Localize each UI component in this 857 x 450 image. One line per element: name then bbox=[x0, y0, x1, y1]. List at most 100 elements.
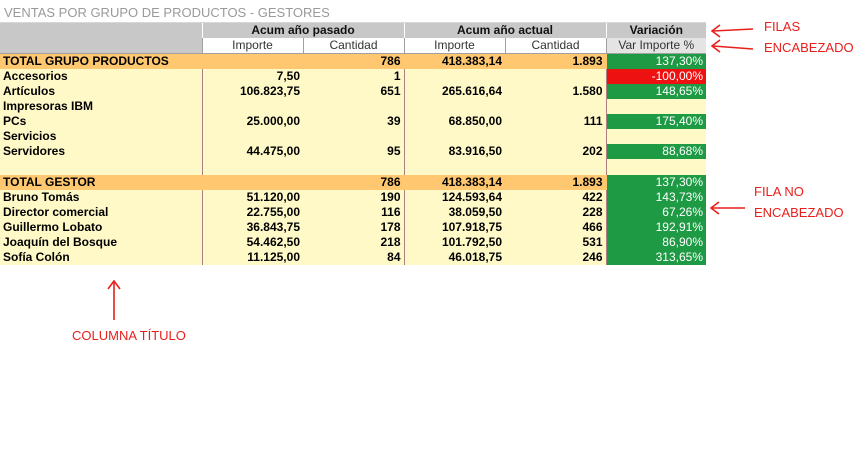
prev-cantidad-cell: 39 bbox=[303, 114, 405, 129]
var-importe-cell bbox=[606, 129, 706, 144]
prev-cantidad-cell: 651 bbox=[303, 84, 405, 99]
row-label: TOTAL GESTOR bbox=[0, 175, 203, 190]
cur-importe-cell bbox=[404, 99, 505, 114]
var-importe-cell: 143,73% bbox=[606, 190, 706, 205]
table-row: Servidores 44.475,00 95 83.916,50 202 88,68% bbox=[0, 144, 706, 159]
annotation-filas-encabezado: FILAS ENCABEZADO bbox=[764, 17, 854, 57]
var-importe-cell bbox=[606, 99, 706, 114]
prev-cantidad-cell: 178 bbox=[303, 220, 405, 235]
annotation-filas-line2: ENCABEZADO bbox=[764, 40, 854, 55]
row-label: Sofía Colón bbox=[0, 250, 203, 265]
cur-cantidad-cell: 202 bbox=[505, 144, 607, 159]
prev-importe-cell: 106.823,75 bbox=[202, 84, 303, 99]
cur-cantidad-cell: 228 bbox=[505, 205, 607, 220]
prev-cantidad-cell: 786 bbox=[303, 53, 405, 69]
row-label: Joaquín del Bosque bbox=[0, 235, 203, 250]
annotation-columna-titulo: COLUMNA TÍTULO bbox=[72, 328, 186, 343]
var-importe-cell: 67,26% bbox=[606, 205, 706, 220]
cur-importe-cell: 46.018,75 bbox=[404, 250, 505, 265]
row-label: Impresoras IBM bbox=[0, 99, 203, 114]
prev-importe-cell: 36.843,75 bbox=[202, 220, 303, 235]
row-label: Bruno Tomás bbox=[0, 190, 203, 205]
row-label: Guillermo Lobato bbox=[0, 220, 203, 235]
prev-importe-cell: 7,50 bbox=[202, 69, 303, 84]
var-importe-cell: 86,90% bbox=[606, 235, 706, 250]
table-row: Accesorios 7,50 1 -100,00% bbox=[0, 69, 706, 84]
arrow-left-icon bbox=[709, 201, 745, 215]
prev-importe-cell: 54.462,50 bbox=[202, 235, 303, 250]
prev-cantidad-cell: 1 bbox=[303, 69, 405, 84]
header-prev-cantidad: Cantidad bbox=[302, 38, 404, 54]
products-section: TOTAL GRUPO PRODUCTOS 786 418.383,14 1.893 1… bbox=[0, 53, 706, 159]
var-importe-cell: 175,40% bbox=[606, 114, 706, 129]
var-importe-cell: 137,30% bbox=[606, 53, 706, 69]
prev-importe-cell: 51.120,00 bbox=[202, 190, 303, 205]
header-row-groups: Acum año pasado Acum año actual Variació… bbox=[0, 23, 706, 38]
gestores-section: TOTAL GESTOR 786 418.383,14 1.893 137,30% Bru… bbox=[0, 175, 706, 265]
header-variation: Variación bbox=[605, 23, 706, 38]
cur-cantidad-cell: 422 bbox=[505, 190, 607, 205]
var-importe-cell: 192,91% bbox=[606, 220, 706, 235]
annotation-filas-line1: FILAS bbox=[764, 19, 801, 34]
annotation-fila-no-line1: FILA NO bbox=[754, 184, 804, 199]
cur-cantidad-cell: 531 bbox=[505, 235, 607, 250]
cur-importe-cell: 265.616,64 bbox=[404, 84, 505, 99]
products-total-row: TOTAL GRUPO PRODUCTOS 786 418.383,14 1.893 1… bbox=[0, 53, 706, 69]
table-row: Guillermo Lobato 36.843,75 178 107.918,75 46… bbox=[0, 220, 706, 235]
header-corner-cell-2 bbox=[0, 38, 202, 54]
prev-cantidad-cell: 190 bbox=[303, 190, 405, 205]
annotation-fila-no-line2: ENCABEZADO bbox=[754, 205, 844, 220]
table-row: Impresoras IBM bbox=[0, 99, 706, 114]
cur-importe-cell: 107.918,75 bbox=[404, 220, 505, 235]
cur-cantidad-cell: 111 bbox=[505, 114, 607, 129]
prev-importe-cell bbox=[202, 175, 303, 190]
cur-cantidad-cell bbox=[505, 99, 607, 114]
table-row: Servicios bbox=[0, 129, 706, 144]
var-importe-cell: 148,65% bbox=[606, 84, 706, 99]
table-row: Artículos 106.823,75 651 265.616,64 1.580 148… bbox=[0, 84, 706, 99]
row-label: Accesorios bbox=[0, 69, 203, 84]
row-label: PCs bbox=[0, 114, 203, 129]
row-label: Servicios bbox=[0, 129, 203, 144]
prev-cantidad-cell: 218 bbox=[303, 235, 405, 250]
header-prev-year: Acum año pasado bbox=[201, 23, 404, 38]
row-label: Servidores bbox=[0, 144, 203, 159]
header-cur-year: Acum año actual bbox=[403, 23, 606, 38]
table-row: PCs 25.000,00 39 68.850,00 111 175,40% bbox=[0, 114, 706, 129]
header-cur-cantidad: Cantidad bbox=[504, 38, 606, 54]
prev-importe-cell bbox=[202, 53, 303, 69]
cur-importe-cell: 83.916,50 bbox=[404, 144, 505, 159]
cur-importe-cell: 68.850,00 bbox=[404, 114, 505, 129]
cur-cantidad-cell bbox=[505, 129, 607, 144]
spacer-row bbox=[0, 159, 706, 175]
var-importe-cell: -100,00% bbox=[606, 69, 706, 84]
arrow-up-icon bbox=[107, 279, 121, 320]
cur-cantidad-cell bbox=[505, 69, 607, 84]
prev-cantidad-cell: 95 bbox=[303, 144, 405, 159]
cur-importe-cell: 418.383,14 bbox=[404, 53, 505, 69]
cur-importe-cell bbox=[404, 129, 505, 144]
table-row: Joaquín del Bosque 54.462,50 218 101.792,50… bbox=[0, 235, 706, 250]
prev-importe-cell bbox=[202, 129, 303, 144]
cur-cantidad-cell: 1.893 bbox=[505, 175, 607, 190]
cur-cantidad-cell: 246 bbox=[505, 250, 607, 265]
gestores-total-row: TOTAL GESTOR 786 418.383,14 1.893 137,30% bbox=[0, 175, 706, 190]
section-spacer bbox=[0, 159, 706, 175]
title-divider bbox=[0, 22, 706, 23]
prev-cantidad-cell: 84 bbox=[303, 250, 405, 265]
cur-importe-cell: 38.059,50 bbox=[404, 205, 505, 220]
row-label: Artículos bbox=[0, 84, 203, 99]
report-title: VENTAS POR GRUPO DE PRODUCTOS - GESTORES bbox=[4, 5, 330, 20]
table-row: Bruno Tomás 51.120,00 190 124.593,64 422 143,… bbox=[0, 190, 706, 205]
cur-importe-cell: 418.383,14 bbox=[404, 175, 505, 190]
arrow-left-icon bbox=[710, 24, 754, 53]
table-row: Sofía Colón 11.125,00 84 46.018,75 246 313,65… bbox=[0, 250, 706, 265]
row-label: TOTAL GRUPO PRODUCTOS bbox=[0, 53, 203, 69]
sales-pivot-table: Acum año pasado Acum año actual Variació… bbox=[0, 23, 706, 265]
row-label: Director comercial bbox=[0, 205, 203, 220]
cur-importe-cell: 101.792,50 bbox=[404, 235, 505, 250]
prev-importe-cell: 22.755,00 bbox=[202, 205, 303, 220]
prev-importe-cell bbox=[202, 99, 303, 114]
header-cur-importe: Importe bbox=[403, 38, 505, 54]
prev-cantidad-cell bbox=[303, 99, 405, 114]
